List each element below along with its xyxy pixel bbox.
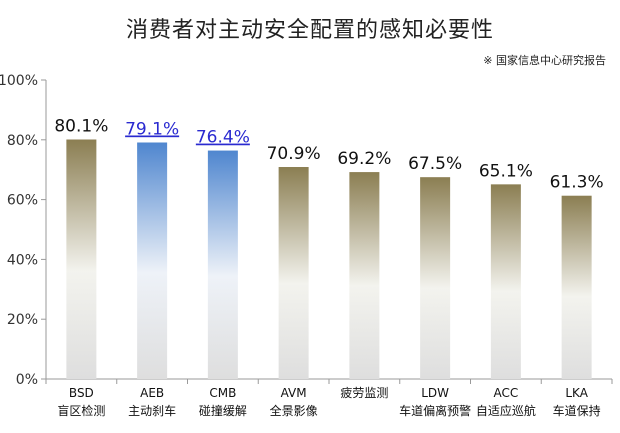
bar-ldw: [420, 177, 451, 379]
axes: 0% 20% 40% 60% 80% 100%: [0, 73, 613, 388]
bar-aeb: [137, 142, 168, 379]
bar-疲劳监测: [349, 172, 380, 379]
y-tick-label: 0%: [16, 372, 38, 388]
labels: 80.1% BSD 盲区检测 79.1% AEB 主动刹车 76.4% CMB 碰撞缓解 70.9…: [54, 117, 603, 418]
category-label: ACC: [493, 386, 518, 400]
source-note: ※ 国家信息中心研究报告: [483, 54, 606, 67]
category-name: 碰撞缓解: [199, 403, 247, 418]
category-name: 车道保持: [553, 403, 601, 418]
bar-acc: [490, 184, 521, 379]
bar-lka: [561, 195, 592, 379]
category-name: 自适应巡航: [476, 403, 536, 418]
category-name: 主动刹车: [128, 403, 176, 418]
category-name: 盲区检测: [57, 403, 105, 418]
bar-cmb: [207, 150, 238, 379]
value-label: 69.2%: [337, 149, 391, 169]
category-name: 车道偏离预警: [399, 403, 471, 418]
bar-avm: [278, 167, 309, 379]
category-name: 全景影像: [270, 403, 318, 418]
value-label: 70.9%: [267, 144, 321, 164]
y-tick-label: 100%: [0, 73, 38, 89]
value-label: 67.5%: [408, 154, 462, 174]
y-tick-label: 80%: [7, 133, 38, 149]
category-label: 疲劳监测: [340, 385, 388, 400]
category-label: LDW: [421, 386, 449, 400]
y-tick-label: 20%: [7, 312, 38, 328]
bar-bsd: [66, 139, 97, 379]
category-label: LKA: [565, 386, 588, 400]
category-label: AEB: [140, 386, 164, 400]
category-label: BSD: [69, 386, 94, 400]
y-tick-label: 40%: [7, 252, 38, 268]
value-label: 80.1%: [54, 117, 108, 137]
value-label: 65.1%: [479, 161, 533, 181]
category-label: CMB: [209, 386, 236, 400]
y-tick-label: 60%: [7, 193, 38, 209]
value-label[interactable]: 79.1%: [125, 119, 179, 139]
chart-title: 消费者对主动安全配置的感知必要性: [125, 18, 494, 43]
category-label: AVM: [281, 386, 307, 400]
value-label: 61.3%: [550, 173, 604, 193]
bars: [66, 139, 592, 379]
value-label[interactable]: 76.4%: [196, 128, 250, 148]
